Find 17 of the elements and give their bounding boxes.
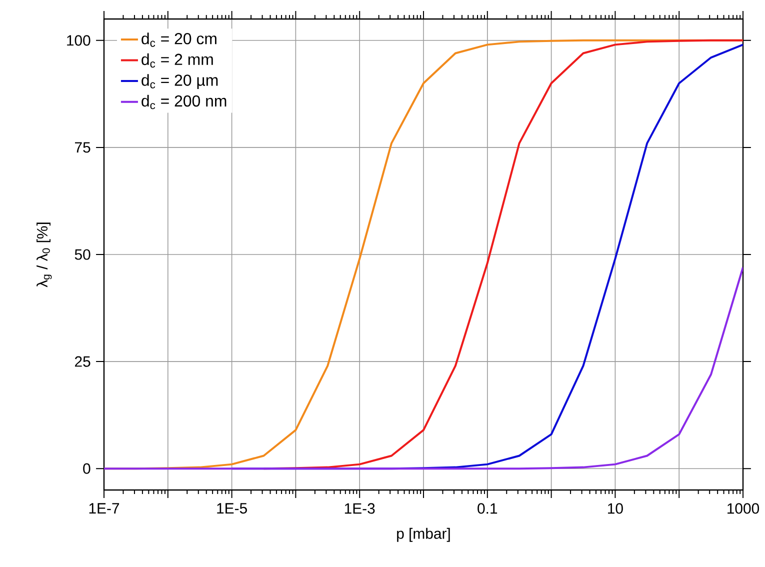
x-tick-label: 1E-5 bbox=[217, 503, 247, 514]
y-axis-title: λ$_{g}$ / λ$_{0}$ [%] bbox=[36, 222, 52, 288]
legend-label: d$_{c}$ = 200 nm bbox=[142, 94, 226, 110]
y-tick-label: 25 bbox=[74, 356, 90, 367]
x-tick-label: 1E-7 bbox=[89, 503, 120, 514]
y-tick-label: 75 bbox=[75, 142, 90, 153]
x-tick-label: 10 bbox=[608, 503, 623, 514]
y-tick-label: 0 bbox=[83, 463, 90, 474]
x-tick-label: 1000 bbox=[728, 503, 760, 514]
y-tick-label: 50 bbox=[74, 249, 90, 260]
x-tick-label: 1E-3 bbox=[344, 503, 375, 514]
legend-label: d$_{c}$ = 2 mm bbox=[142, 53, 213, 68]
x-tick-label: 0.1 bbox=[478, 503, 498, 514]
legend-label: d$_{c}$ = 20 cm bbox=[142, 32, 216, 47]
legend-label: d$_{c}$ = 20 µm bbox=[142, 74, 218, 90]
x-axis-title: p [mbar] bbox=[397, 528, 450, 542]
y-tick-label: 100 bbox=[67, 35, 90, 46]
